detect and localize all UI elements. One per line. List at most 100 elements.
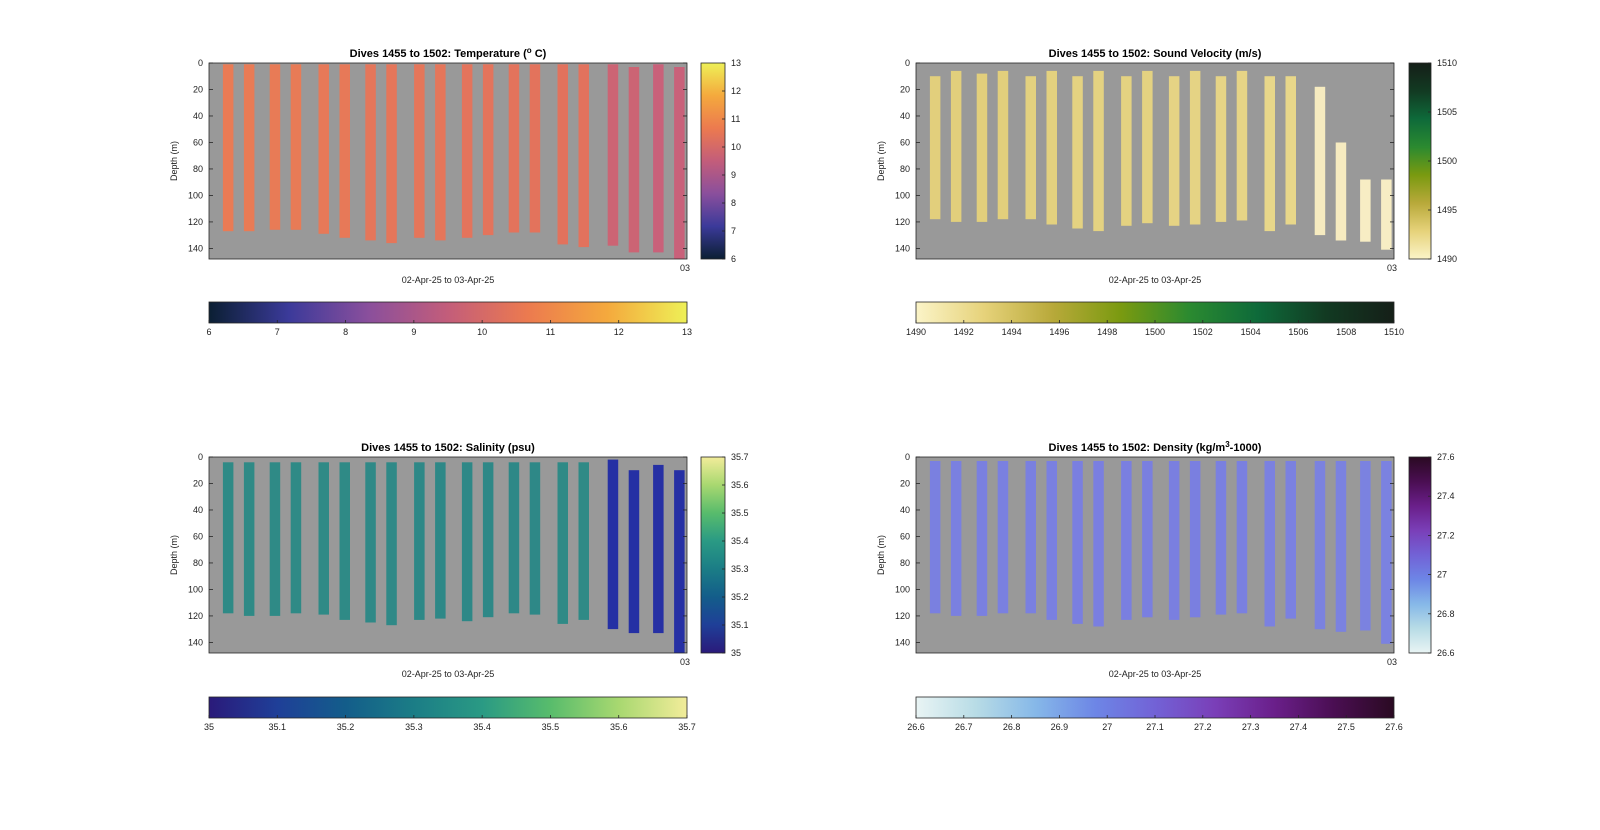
vertical-colorbar [1408, 456, 1432, 654]
profile-bar [482, 64, 494, 236]
profile-bar [365, 462, 376, 623]
profile-bar [1093, 70, 1104, 232]
chart-title: Dives 1455 to 1502: Temperature (o C) [350, 46, 547, 60]
y-tick-label: 20 [900, 478, 910, 488]
colorbar-tick-label: 9 [731, 170, 736, 180]
hcolorbar-tick-label: 27.5 [1337, 722, 1355, 732]
hcolorbar-tick-label: 1498 [1097, 327, 1117, 337]
profile-bar [950, 461, 962, 616]
x-axis-label: 02-Apr-25 to 03-Apr-25 [1109, 669, 1202, 679]
y-tick-label: 0 [905, 452, 910, 462]
profile-bar [318, 64, 329, 234]
profile-bar [461, 462, 473, 622]
profile-bar [339, 64, 350, 238]
profile-bar [1236, 70, 1248, 221]
hcolorbar-tick-label: 1494 [1002, 327, 1022, 337]
hcolorbar-tick-label: 10 [477, 327, 487, 337]
profile-bar [461, 64, 473, 238]
y-axis-label: Depth (m) [169, 535, 179, 575]
y-tick-label: 120 [188, 611, 203, 621]
profile-bar [339, 462, 350, 620]
horizontal-colorbar [208, 301, 688, 324]
vertical-colorbar [700, 62, 726, 260]
y-tick-label: 40 [193, 505, 203, 515]
y-tick-label: 20 [193, 84, 203, 94]
profile-bar [269, 462, 281, 616]
hcolorbar-tick-label: 1510 [1384, 327, 1404, 337]
profile-bar [674, 67, 685, 259]
colorbar-tick-label: 7 [731, 226, 736, 236]
profile-bar [628, 67, 640, 253]
hcolorbar-tick-label: 27.4 [1290, 722, 1308, 732]
profile-bar [243, 462, 255, 616]
y-tick-label: 60 [193, 137, 203, 147]
horizontal-colorbar [915, 696, 1395, 719]
profile-bar [578, 462, 589, 620]
hcolorbar-tick-label: 27.3 [1242, 722, 1260, 732]
y-tick-label: 140 [895, 637, 910, 647]
y-tick-label: 0 [905, 58, 910, 68]
colorbar-tick-label: 27 [1437, 570, 1447, 580]
profile-bar [950, 70, 962, 222]
profile-bar [1314, 86, 1326, 236]
y-tick-label: 140 [188, 637, 203, 647]
colorbar-tick-label: 1500 [1437, 156, 1457, 166]
hcolorbar-tick-label: 1492 [954, 327, 974, 337]
y-tick-label: 20 [193, 478, 203, 488]
plot-frame [208, 62, 688, 260]
y-axis-label: Depth (m) [876, 141, 886, 181]
hcolorbar-tick-label: 35.7 [678, 722, 696, 732]
colorbar-tick-label: 11 [731, 114, 740, 124]
profile-bar [243, 64, 255, 232]
profile-bar [1360, 179, 1371, 242]
profile-bar [482, 462, 494, 618]
profile-bar [435, 64, 446, 241]
profile-bar [674, 470, 685, 653]
profile-bar [997, 70, 1009, 220]
hcolorbar-tick-label: 35.5 [542, 722, 560, 732]
panel-salinity: Dives 1455 to 1502: Salinity (psu) 0 20 40 6… [169, 442, 749, 732]
y-tick-label: 40 [900, 505, 910, 515]
y-tick-label: 100 [895, 584, 910, 594]
profile-bar [1168, 76, 1180, 226]
profile-bar [222, 64, 234, 232]
x-tick-label: 03 [1387, 657, 1397, 667]
plot-frame [915, 62, 1395, 260]
colorbar-tick-label: 8 [731, 198, 736, 208]
colorbar-tick-label: 35.5 [731, 508, 749, 518]
plot-frame [915, 456, 1395, 654]
colorbar-tick-label: 1505 [1437, 107, 1457, 117]
hcolorbar-tick-label: 13 [682, 327, 692, 337]
profile-bar [976, 461, 988, 616]
hcolorbar-tick-label: 27.1 [1146, 722, 1164, 732]
profile-bar [1072, 76, 1083, 229]
profile-bar [653, 64, 664, 253]
profile-bar [653, 464, 664, 634]
hcolorbar-tick-label: 12 [614, 327, 624, 337]
plot-background [209, 457, 687, 653]
chart-title: Dives 1455 to 1502: Salinity (psu) [361, 442, 535, 454]
y-tick-label: 80 [193, 558, 203, 568]
y-tick-label: 60 [193, 531, 203, 541]
hcolorbar-tick-label: 35.6 [610, 722, 628, 732]
y-tick-label: 0 [198, 452, 203, 462]
plot-background [209, 63, 687, 259]
profile-bar [1142, 461, 1153, 618]
x-tick-label: 03 [1387, 263, 1397, 273]
profile-bar [222, 462, 234, 614]
hcolorbar-tick-label: 26.8 [1003, 722, 1021, 732]
profile-bar [414, 64, 425, 238]
chart-title: Dives 1455 to 1502: Sound Velocity (m/s) [1049, 48, 1262, 60]
hcolorbar-tick-label: 35 [204, 722, 214, 732]
y-tick-label: 40 [900, 111, 910, 121]
hcolorbar-tick-label: 35.4 [473, 722, 491, 732]
colorbar-tick-label: 27.6 [1437, 452, 1455, 462]
profile-bar [318, 462, 329, 615]
profile-bar [414, 462, 425, 620]
profile-bar [435, 462, 446, 619]
colorbar-tick-label: 35.1 [731, 620, 749, 630]
panel-sound_velocity: Dives 1455 to 1502: Sound Velocity (m/s)… [876, 48, 1457, 337]
hcolorbar-tick-label: 9 [411, 327, 416, 337]
profile-bar [529, 462, 541, 615]
